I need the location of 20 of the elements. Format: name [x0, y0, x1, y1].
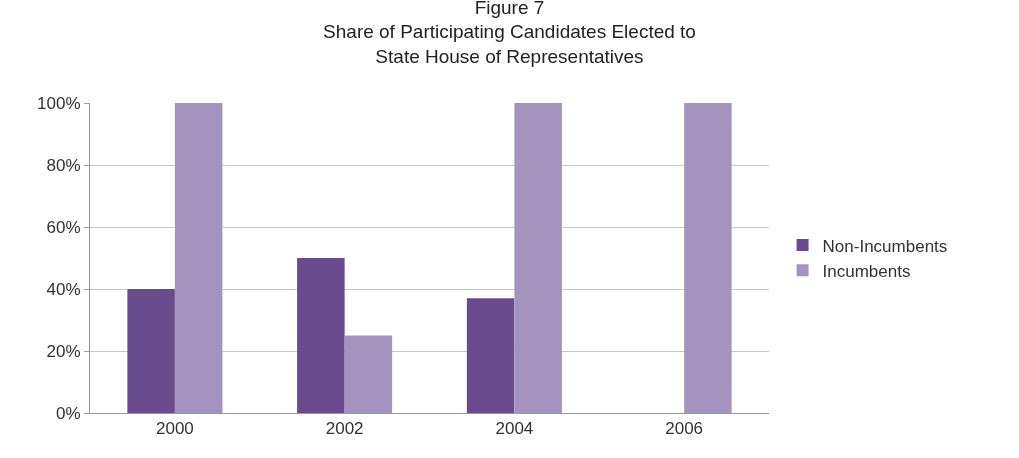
- y-tick-label: 100%: [37, 93, 81, 113]
- y-tick-label: 60%: [46, 217, 81, 237]
- bar: [297, 258, 345, 413]
- x-tick-label: 2000: [155, 419, 194, 439]
- x-tick-label: 2004: [495, 419, 534, 439]
- legend-label: Incumbents: [822, 261, 911, 281]
- x-tick-label: 2002: [325, 419, 364, 439]
- y-tick-label: 80%: [46, 155, 81, 175]
- y-tick-label: 20%: [46, 341, 81, 361]
- bar: [174, 103, 223, 413]
- bar: [127, 289, 175, 413]
- y-tick-label: 40%: [46, 279, 81, 299]
- chart-title: Figure 7 Share of Participating Candidates Elected to State House of Representatives: [323, 0, 696, 68]
- y-tick-label: 0%: [56, 403, 81, 423]
- legend-label: Non-Incumbents: [822, 236, 948, 256]
- bar: [514, 103, 562, 413]
- bar: [344, 335, 393, 413]
- x-tick-label: 2006: [665, 419, 704, 439]
- bar: [466, 298, 515, 413]
- bar: [684, 103, 732, 413]
